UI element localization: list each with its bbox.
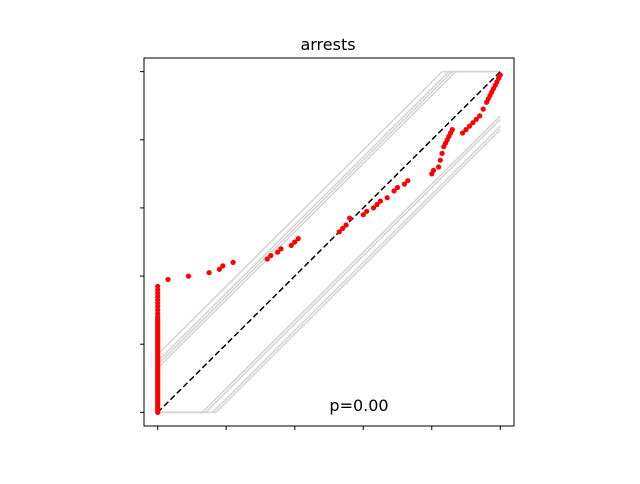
- envelope-line-7: [157, 70, 501, 369]
- data-point: [185, 273, 192, 279]
- data-point: [343, 222, 349, 228]
- data-point: [394, 184, 401, 191]
- chart-title: arrests: [300, 35, 355, 54]
- data-point: [216, 266, 222, 272]
- envelope-line-3: [157, 129, 501, 414]
- data-point: [155, 283, 161, 289]
- data-point: [292, 239, 298, 245]
- data-point: [401, 181, 407, 187]
- data-point: [220, 263, 226, 269]
- data-point: [473, 116, 479, 122]
- data-point: [268, 253, 274, 259]
- data-point: [480, 106, 486, 112]
- data-point: [340, 225, 346, 231]
- data-point: [275, 249, 281, 255]
- data-point: [360, 212, 366, 218]
- data-point: [336, 229, 342, 235]
- data-point: [165, 276, 171, 283]
- x-axis-ticks: [157, 426, 501, 430]
- y-axis-ticks: [140, 71, 144, 413]
- data-point: [384, 195, 390, 201]
- data-point: [391, 188, 397, 194]
- data-point: [230, 259, 236, 265]
- data-point: [439, 150, 445, 156]
- axes-frame: [143, 57, 515, 427]
- data-point: [470, 120, 476, 126]
- data-point: [436, 164, 442, 170]
- data-point: [466, 123, 473, 129]
- data-point: [430, 167, 437, 173]
- envelope-lines: [157, 70, 501, 414]
- data-point: [449, 127, 455, 133]
- p-value-annotation: p=0.00: [329, 396, 388, 415]
- data-point: [295, 236, 301, 242]
- data-point: [460, 130, 466, 136]
- data-point: [377, 198, 383, 204]
- data-point: [155, 316, 161, 322]
- data-point: [477, 113, 483, 119]
- data-point: [288, 242, 294, 248]
- data-point: [405, 178, 411, 184]
- data-point: [264, 256, 270, 262]
- data-point: [374, 201, 380, 208]
- data-point: [370, 205, 377, 211]
- data-point: [437, 157, 443, 163]
- data-point: [364, 208, 370, 214]
- data-points: [155, 72, 503, 415]
- data-point: [347, 215, 353, 221]
- data-point: [497, 72, 503, 78]
- data-point: [278, 246, 284, 252]
- data-point: [206, 270, 212, 276]
- data-point: [463, 127, 469, 133]
